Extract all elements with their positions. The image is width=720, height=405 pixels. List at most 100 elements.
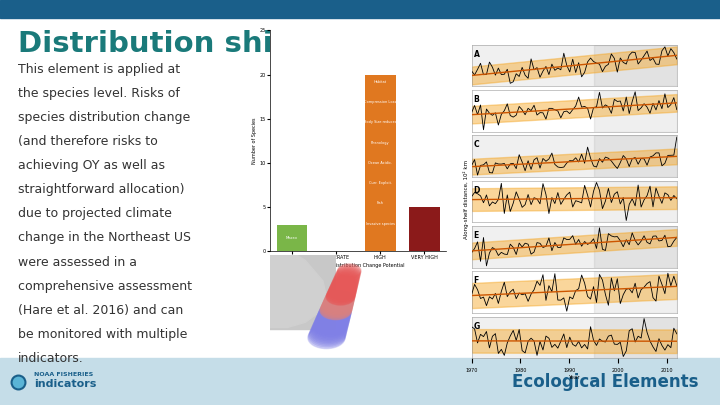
Text: Macro: Macro <box>286 236 298 240</box>
Text: straightforward allocation): straightforward allocation) <box>18 183 184 196</box>
Circle shape <box>315 313 348 333</box>
Text: D: D <box>474 185 480 195</box>
Circle shape <box>334 272 359 286</box>
Circle shape <box>312 319 347 340</box>
Circle shape <box>310 322 346 343</box>
Circle shape <box>314 314 348 334</box>
Text: Invasive species: Invasive species <box>366 222 395 226</box>
Bar <box>0 358 720 405</box>
Circle shape <box>320 301 351 320</box>
Bar <box>594 271 677 313</box>
Circle shape <box>335 270 359 285</box>
Text: Ocean Acidic.: Ocean Acidic. <box>368 161 392 165</box>
Text: C: C <box>474 140 480 149</box>
Circle shape <box>319 304 351 322</box>
Circle shape <box>329 282 356 298</box>
Circle shape <box>330 281 356 296</box>
Circle shape <box>332 277 358 292</box>
Circle shape <box>336 268 360 282</box>
Circle shape <box>328 283 356 299</box>
Text: B: B <box>474 95 480 104</box>
Text: Ecological Elements: Ecological Elements <box>512 373 698 391</box>
Circle shape <box>336 266 360 280</box>
Circle shape <box>336 269 360 283</box>
Circle shape <box>320 300 352 318</box>
Circle shape <box>330 279 357 295</box>
Text: Along-shelf distance, 10² km: Along-shelf distance, 10² km <box>463 160 469 239</box>
Circle shape <box>322 297 353 315</box>
Circle shape <box>324 294 354 311</box>
Circle shape <box>309 326 346 347</box>
Bar <box>276 225 307 251</box>
Text: (Hare et al. 2016) and can: (Hare et al. 2016) and can <box>18 304 184 317</box>
Text: species distribution change: species distribution change <box>18 111 190 124</box>
Text: be monitored with multiple: be monitored with multiple <box>18 328 187 341</box>
Text: (and therefore risks to: (and therefore risks to <box>18 135 158 148</box>
Text: comprehensive assessment: comprehensive assessment <box>18 279 192 293</box>
Circle shape <box>327 287 355 304</box>
Text: A: A <box>474 49 480 59</box>
Circle shape <box>309 324 346 346</box>
Text: indicators: indicators <box>34 379 96 389</box>
Bar <box>409 207 440 251</box>
Polygon shape <box>270 255 326 327</box>
Circle shape <box>338 264 361 277</box>
Circle shape <box>333 274 359 289</box>
Text: due to projected climate: due to projected climate <box>18 207 172 220</box>
Circle shape <box>320 303 351 321</box>
Text: E: E <box>474 231 479 240</box>
Text: F: F <box>474 276 479 286</box>
Text: Fish: Fish <box>377 201 384 205</box>
Text: Compression Loss: Compression Loss <box>364 100 397 104</box>
Circle shape <box>325 292 354 309</box>
Text: change in the Northeast US: change in the Northeast US <box>18 232 191 245</box>
Circle shape <box>337 265 361 279</box>
X-axis label: Species Distribution Change Potential: Species Distribution Change Potential <box>312 263 405 268</box>
Circle shape <box>317 309 349 328</box>
Text: the species level. Risks of: the species level. Risks of <box>18 87 180 100</box>
Bar <box>0 0 720 18</box>
Text: Body Size reduced: Body Size reduced <box>364 120 397 124</box>
Bar <box>594 317 677 358</box>
Circle shape <box>310 323 346 344</box>
Bar <box>594 181 677 222</box>
Circle shape <box>333 273 359 288</box>
Text: Habitat: Habitat <box>374 80 387 83</box>
Bar <box>594 226 677 268</box>
Circle shape <box>325 291 354 308</box>
Text: Distribution shifts: Distribution shifts <box>18 30 317 58</box>
Circle shape <box>325 290 354 307</box>
FancyBboxPatch shape <box>266 253 336 330</box>
Circle shape <box>312 318 347 339</box>
Circle shape <box>308 327 345 349</box>
Bar <box>594 135 677 177</box>
Y-axis label: Number of Species: Number of Species <box>252 117 257 164</box>
Text: were assessed in a: were assessed in a <box>18 256 137 269</box>
X-axis label: Year: Year <box>568 375 580 379</box>
Circle shape <box>315 311 349 331</box>
Circle shape <box>333 275 358 290</box>
Circle shape <box>318 305 351 324</box>
Circle shape <box>328 286 356 302</box>
Circle shape <box>326 288 355 305</box>
Text: indicators.: indicators. <box>18 352 84 365</box>
Text: NOAA FISHERIES: NOAA FISHERIES <box>34 373 93 377</box>
Text: G: G <box>474 322 480 331</box>
Circle shape <box>321 298 352 317</box>
Circle shape <box>328 284 356 301</box>
Circle shape <box>311 320 346 341</box>
Bar <box>365 75 396 251</box>
Text: achieving OY as well as: achieving OY as well as <box>18 159 165 172</box>
Circle shape <box>312 317 348 337</box>
Circle shape <box>331 278 357 293</box>
Circle shape <box>323 295 353 312</box>
Circle shape <box>317 308 350 327</box>
Bar <box>594 90 677 132</box>
Circle shape <box>323 296 353 314</box>
Circle shape <box>313 315 348 335</box>
Text: This element is applied at: This element is applied at <box>18 63 180 76</box>
Text: Curr. Exploit.: Curr. Exploit. <box>369 181 392 185</box>
Circle shape <box>316 310 349 330</box>
Circle shape <box>318 306 350 325</box>
Bar <box>594 45 677 86</box>
